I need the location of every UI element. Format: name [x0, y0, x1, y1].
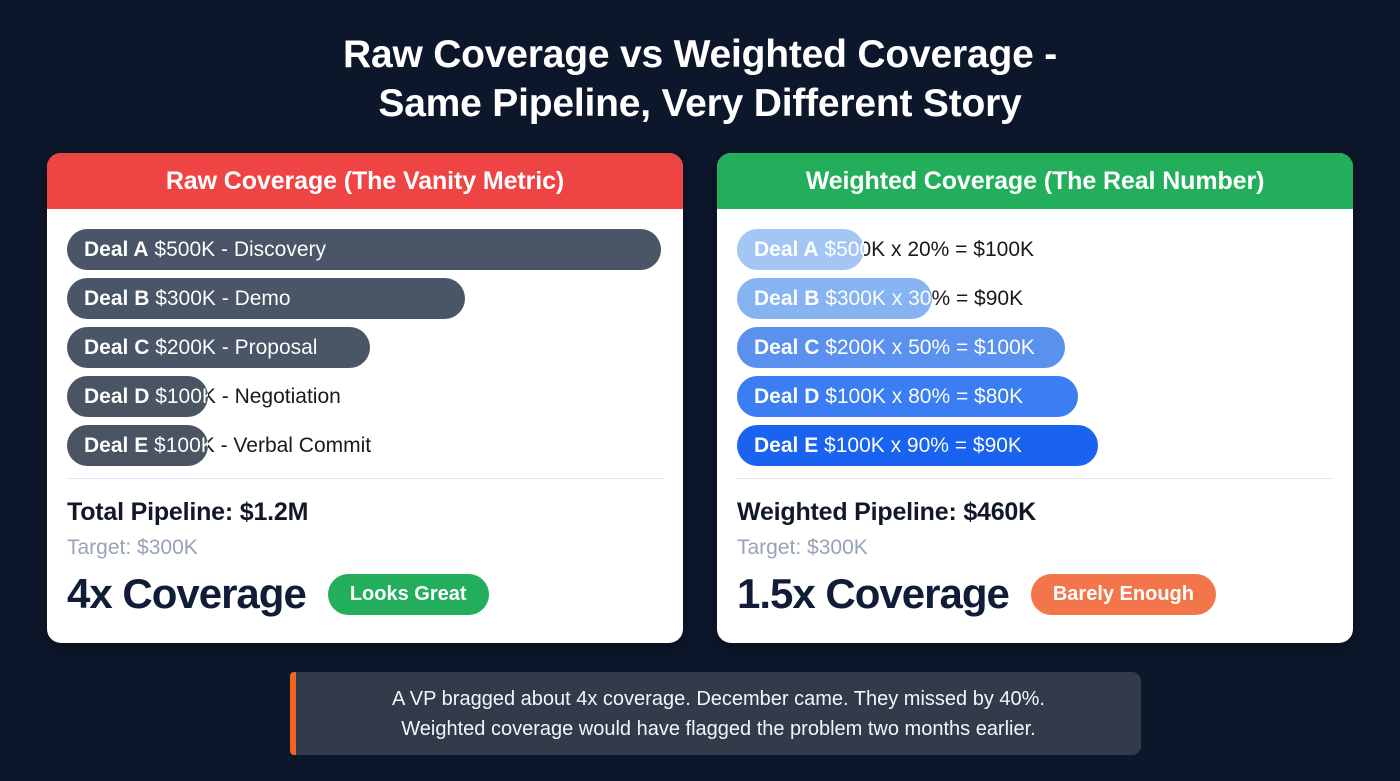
footnote-callout: A VP bragged about 4x coverage. December… — [290, 672, 1141, 755]
raw-status-badge: Looks Great — [327, 573, 489, 615]
deal-detail: $300K - Demo — [149, 287, 291, 310]
weighted-coverage-row: 1.5x Coverage Barely Enough — [737, 570, 1333, 618]
deal-label: Deal C $200K - Proposal — [67, 327, 317, 368]
weighted-deal-list: Deal A $500K x 20% = $100K Deal B $300K x… — [737, 225, 1333, 470]
weighted-card-header: Weighted Coverage (The Real Number) — [717, 153, 1353, 209]
deal-row: Deal B $300K - Demo — [67, 274, 663, 323]
raw-target: Target: $300K — [67, 536, 198, 559]
weighted-coverage-card: Weighted Coverage (The Real Number) Deal… — [717, 153, 1353, 643]
deal-detail: $200K - Proposal — [149, 336, 318, 359]
deal-label: Deal A $500K - Discovery — [67, 229, 326, 270]
deal-name: Deal C — [754, 336, 820, 359]
deal-name: Deal B — [754, 287, 820, 310]
raw-deal-list: Deal A $500K - Discovery Deal B $300K - D… — [67, 225, 663, 470]
deal-label: Deal C $200K x 50% = $100K — [737, 327, 1035, 368]
deal-row: Deal C $200K x 50% = $100K — [737, 323, 1333, 372]
deal-name: Deal C — [84, 336, 150, 359]
deal-name: Deal B — [84, 287, 150, 310]
raw-deal-bar — [67, 327, 370, 368]
deal-name: Deal A — [84, 238, 149, 261]
footnote-line-1: A VP bragged about 4x coverage. December… — [392, 687, 1045, 710]
deal-row: Deal E $100K - Verbal Commit — [67, 421, 663, 470]
raw-coverage-value: 4x Coverage — [67, 570, 307, 617]
deal-detail: $200K x 50% = $100K — [819, 336, 1035, 359]
raw-deal-bar — [67, 278, 465, 319]
deal-name: Deal D — [754, 385, 820, 408]
deal-label: Deal D $100K x 80% = $80K — [737, 376, 1023, 417]
raw-card-body: Deal A $500K - Discovery Deal B $300K - D… — [47, 209, 683, 643]
deal-detail: $500K - Discovery — [148, 238, 326, 261]
raw-deal-bar — [67, 229, 661, 270]
deal-name: Deal E — [84, 434, 149, 457]
weighted-status-badge: Barely Enough — [1030, 573, 1216, 615]
raw-coverage-card: Raw Coverage (The Vanity Metric) Deal A … — [47, 153, 683, 643]
deal-row: Deal C $200K - Proposal — [67, 323, 663, 372]
deal-label: Deal A $500K x 20% = $100K — [737, 229, 1034, 270]
deal-label: Deal D $100K - Negotiation — [67, 376, 341, 417]
weighted-deal-bar — [737, 327, 1065, 368]
deal-row: Deal B $300K x 30% = $90K — [737, 274, 1333, 323]
deal-label: Deal E $100K - Verbal Commit — [67, 425, 371, 466]
deal-detail: $500K x 20% = $100K — [818, 238, 1035, 261]
weighted-deal-bar — [737, 278, 932, 319]
weighted-deal-bar — [737, 425, 1098, 466]
deal-detail: $100K x 80% = $80K — [819, 385, 1024, 408]
page-title-line-2: Same Pipeline, Very Different Story — [378, 82, 1022, 125]
footnote-body: A VP bragged about 4x coverage. December… — [296, 672, 1141, 755]
deal-name: Deal E — [754, 434, 819, 457]
raw-deal-bar — [67, 376, 208, 417]
deal-name: Deal A — [754, 238, 819, 261]
deal-detail: $100K - Verbal Commit — [148, 434, 372, 457]
deal-detail: $100K - Negotiation — [149, 385, 341, 408]
weighted-target: Target: $300K — [737, 536, 868, 559]
page-title-line-1: Raw Coverage vs Weighted Coverage - — [342, 33, 1057, 76]
weighted-divider — [737, 478, 1333, 479]
raw-deal-bar — [67, 425, 208, 466]
deal-name: Deal D — [84, 385, 150, 408]
footnote-line-2: Weighted coverage would have flagged the… — [401, 717, 1036, 740]
deal-label: Deal B $300K x 30% = $90K — [737, 278, 1023, 319]
weighted-coverage-value: 1.5x Coverage — [737, 570, 1010, 617]
deal-row: Deal A $500K - Discovery — [67, 225, 663, 274]
weighted-deal-bar — [737, 229, 864, 270]
raw-card-header: Raw Coverage (The Vanity Metric) — [47, 153, 683, 209]
deal-label: Deal B $300K - Demo — [67, 278, 291, 319]
deal-row: Deal D $100K x 80% = $80K — [737, 372, 1333, 421]
deal-detail: $100K x 90% = $90K — [818, 434, 1022, 457]
deal-row: Deal A $500K x 20% = $100K — [737, 225, 1333, 274]
deal-row: Deal D $100K - Negotiation — [67, 372, 663, 421]
weighted-card-body: Deal A $500K x 20% = $100K Deal B $300K x… — [717, 209, 1353, 643]
deal-row: Deal E $100K x 90% = $90K — [737, 421, 1333, 470]
deal-detail: $300K x 30% = $90K — [819, 287, 1024, 310]
weighted-total-pipeline: Weighted Pipeline: $460K — [737, 498, 1036, 526]
comparison-cards: Raw Coverage (The Vanity Metric) Deal A … — [47, 153, 1353, 643]
weighted-deal-bar — [737, 376, 1078, 417]
page-title: Raw Coverage vs Weighted Coverage - Same… — [0, 0, 1400, 128]
raw-total-pipeline: Total Pipeline: $1.2M — [67, 498, 309, 526]
deal-label: Deal E $100K x 90% = $90K — [737, 425, 1022, 466]
footnote-accent-bar — [290, 672, 296, 755]
raw-coverage-row: 4x Coverage Looks Great — [67, 570, 663, 618]
raw-divider — [67, 478, 663, 479]
